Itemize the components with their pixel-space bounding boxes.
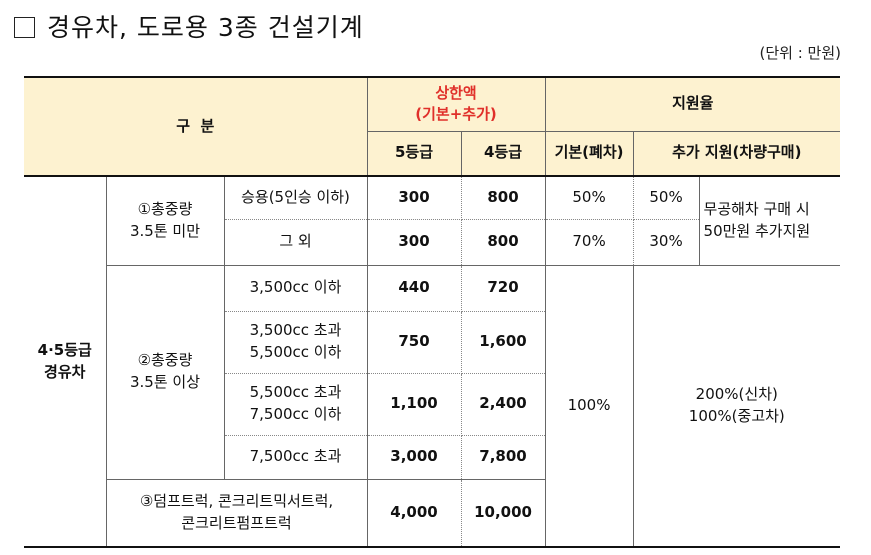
sub2-g4-3: 2,400 bbox=[461, 373, 546, 436]
sub1-basic-1: 50% bbox=[545, 176, 634, 220]
header-grade5: 5등급 bbox=[367, 131, 462, 177]
header-basic: 기본(폐차) bbox=[545, 131, 634, 177]
checkbox-square-icon bbox=[14, 16, 35, 38]
sub2-g4-1: 720 bbox=[461, 265, 546, 312]
subsidy-table: 구 분 상한액 (기본+추가) 지원율 5등급 4등급 기본(폐차) 추가 지원… bbox=[24, 76, 841, 548]
header-category: 구 분 bbox=[24, 76, 368, 177]
sub2-g5-3: 1,100 bbox=[367, 373, 462, 436]
sub3-g4: 10,000 bbox=[461, 479, 546, 548]
sub1-label: ①총중량 3.5톤 미만 bbox=[106, 176, 225, 266]
document-title: 경유차, 도로용 3종 건설기계 bbox=[14, 8, 364, 44]
sub3-label: ③덤프트럭, 콘크리트믹서트럭, 콘크리트펌프트럭 bbox=[106, 479, 368, 548]
sub1-item-1: 승용(5인승 이하) bbox=[224, 176, 368, 220]
group-label: 4·5등급 경유차 bbox=[24, 176, 107, 548]
sub2-item-2: 3,500cc 초과 5,500cc 이하 bbox=[224, 311, 368, 374]
sub1-item-2: 그 외 bbox=[224, 219, 368, 266]
unit-label: (단위 : 만원) bbox=[759, 44, 842, 62]
sub2-basic: 100% bbox=[545, 265, 634, 548]
sub2-g5-1: 440 bbox=[367, 265, 462, 312]
sub1-note: 무공해차 구매 시 50만원 추가지원 bbox=[699, 176, 841, 266]
sub2-item-1: 3,500cc 이하 bbox=[224, 265, 368, 312]
sub1-g5-2: 300 bbox=[367, 219, 462, 266]
sub1-extra-1: 50% bbox=[633, 176, 700, 220]
sub2-g4-2: 1,600 bbox=[461, 311, 546, 374]
sub2-item-4: 7,500cc 초과 bbox=[224, 435, 368, 480]
header-rate: 지원율 bbox=[545, 76, 841, 132]
sub3-g5: 4,000 bbox=[367, 479, 462, 548]
sub1-g5-1: 300 bbox=[367, 176, 462, 220]
sub2-g5-2: 750 bbox=[367, 311, 462, 374]
sub2-g5-4: 3,000 bbox=[367, 435, 462, 480]
sub2-extra: 200%(신차) 100%(중고차) bbox=[633, 265, 841, 548]
header-extra: 추가 지원(차량구매) bbox=[633, 131, 841, 177]
sub2-g4-4: 7,800 bbox=[461, 435, 546, 480]
sub2-item-3: 5,500cc 초과 7,500cc 이하 bbox=[224, 373, 368, 436]
header-grade4: 4등급 bbox=[461, 131, 546, 177]
sub1-g4-1: 800 bbox=[461, 176, 546, 220]
header-cap: 상한액 (기본+추가) bbox=[367, 76, 546, 132]
sub1-extra-2: 30% bbox=[633, 219, 700, 266]
sub1-basic-2: 70% bbox=[545, 219, 634, 266]
sub2-label: ②총중량 3.5톤 이상 bbox=[106, 265, 225, 480]
sub1-g4-2: 800 bbox=[461, 219, 546, 266]
title-text: 경유차, 도로용 3종 건설기계 bbox=[47, 13, 364, 42]
